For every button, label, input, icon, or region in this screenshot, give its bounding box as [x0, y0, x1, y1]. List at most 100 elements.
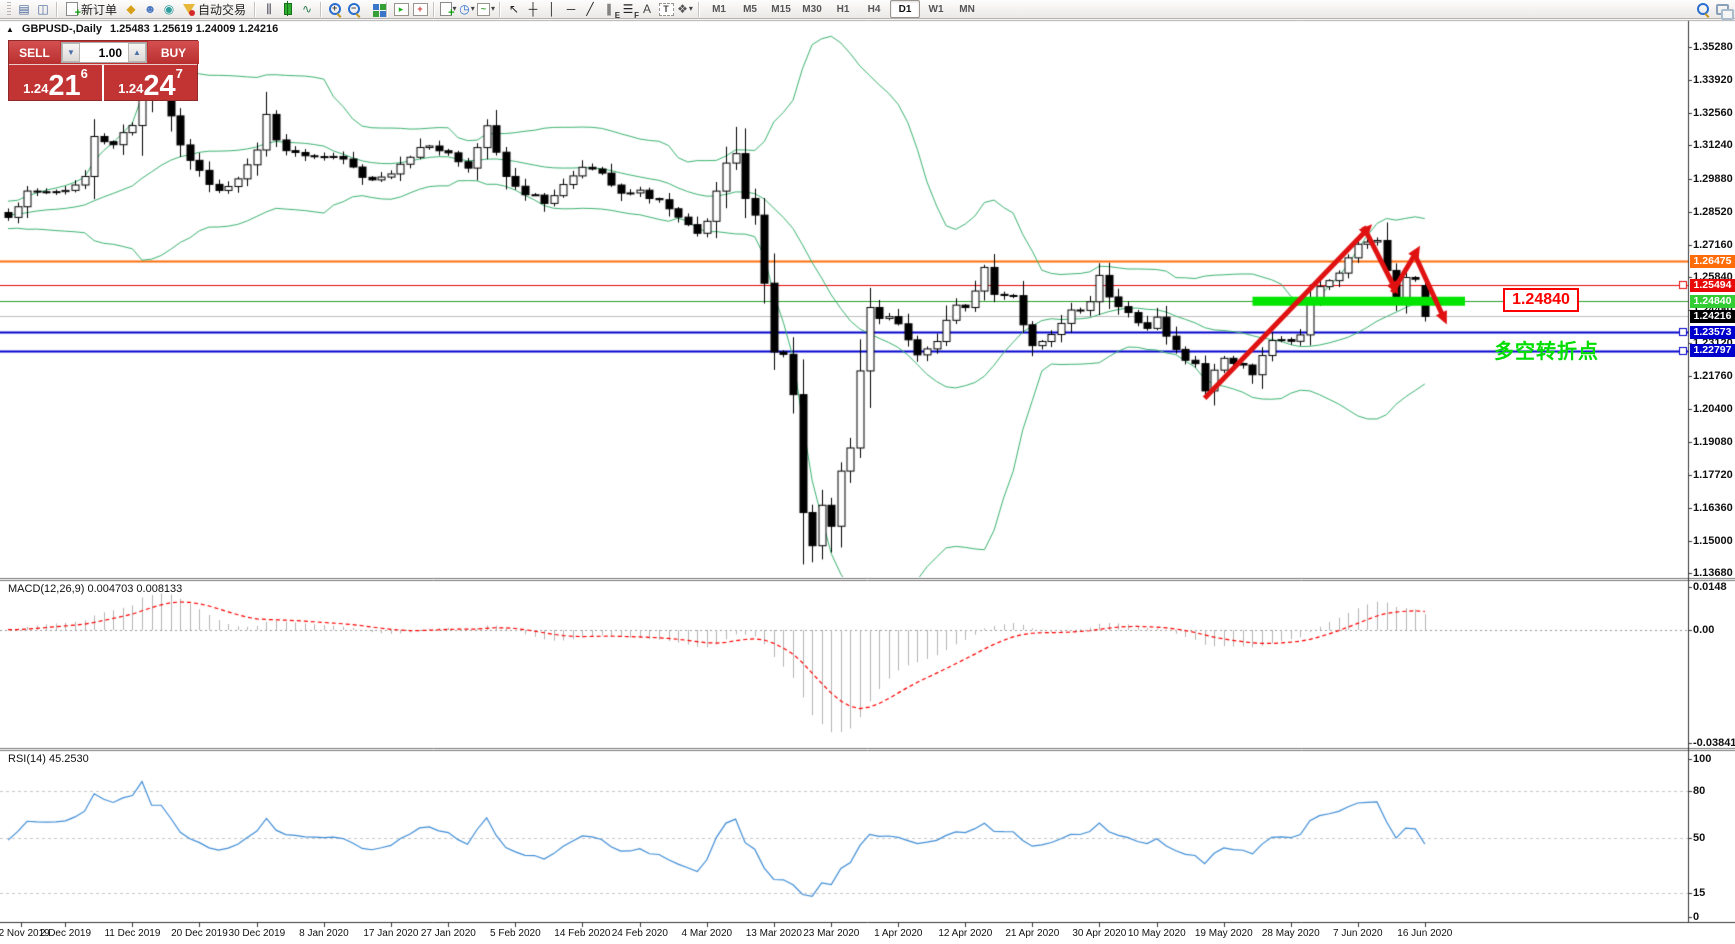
date-label: 10 May 2020 [1127, 928, 1186, 939]
trendline-icon[interactable]: ╱ [586, 2, 594, 16]
add-indicator-icon[interactable]: ▾ [439, 1, 457, 19]
market-watch-icon[interactable]: ◆ [126, 2, 136, 16]
text-icon[interactable]: A [643, 2, 652, 16]
price-badge: 1.23573 [1690, 325, 1735, 339]
accounts-icon[interactable]: ☻ [143, 2, 157, 16]
template-icon-dropdown[interactable]: ▾ [491, 4, 496, 13]
volume-increase-button[interactable]: ▲ [128, 43, 146, 62]
add-window-icon[interactable]: + [411, 1, 429, 17]
sell-price-sup: 6 [80, 66, 88, 81]
macd-tick-label: 0.00 [1693, 624, 1715, 636]
period-clock-icon[interactable]: ◷ ▾ [459, 2, 475, 16]
buy-price-quote[interactable]: 1.24 24 7 [104, 65, 197, 101]
toolbar-separator [386, 1, 389, 17]
template-icon[interactable]: ~ ▾ [477, 1, 495, 17]
date-label: 19 May 2020 [1194, 928, 1253, 939]
price-badge: 1.24216 [1690, 309, 1735, 323]
symbol-period-label: GBPUSD-,Daily [21, 23, 102, 35]
zoom-out-icon[interactable]: − [345, 1, 363, 17]
price-tick-label: 1.17720 [1693, 468, 1733, 481]
date-label: 8 Jan 2020 [299, 928, 349, 939]
date-label: 1 Apr 2020 [874, 928, 923, 939]
date-label: 11 Dec 2019 [104, 928, 161, 939]
search-icon[interactable] [1694, 1, 1712, 17]
fibonacci-icon[interactable]: ☰ F [622, 2, 640, 20]
buy-price-prefix: 1.24 [118, 81, 144, 96]
rsi-tick-label: 100 [1693, 753, 1712, 765]
equidistant-channel-icon[interactable]: ∥ E [606, 2, 621, 20]
buy-price-big: 24 [143, 70, 176, 102]
pivot-note-text[interactable]: 多空转折点 [1494, 341, 1599, 363]
horizontal-line-icon[interactable]: ─ [566, 2, 576, 16]
arrows-objects-icon[interactable]: ❖ ▾ [677, 2, 693, 16]
indicators-icon[interactable]: ▸ [392, 1, 410, 17]
new-order-button[interactable]: 新订单 [62, 1, 121, 19]
vertical-line-icon[interactable]: │ [548, 2, 556, 16]
crosshair-icon[interactable]: ┼ [528, 2, 538, 16]
timeframe-button-h4[interactable]: H4 [867, 3, 881, 15]
toolbar-grip[interactable] [7, 2, 11, 16]
rsi-label: RSI(14) 45.2530 [8, 753, 89, 765]
date-label: 30 Apr 2020 [1072, 928, 1127, 939]
volume-input[interactable] [80, 43, 128, 62]
timeframe-button-m5[interactable]: M5 [743, 3, 757, 15]
candlestick-chart-icon[interactable] [279, 1, 297, 17]
price-tick-label: 1.29880 [1693, 172, 1733, 185]
add-indicator-icon-dropdown[interactable]: ▾ [452, 4, 457, 13]
price-tick-label: 1.20400 [1693, 403, 1733, 416]
price-badge: 1.24840 [1690, 294, 1735, 308]
toolbar-separator [56, 1, 58, 17]
volume-decrease-button[interactable]: ▼ [62, 43, 80, 62]
price-tick-label: 1.21760 [1693, 370, 1733, 383]
tile-windows-icon[interactable] [364, 1, 382, 17]
date-label: 13 Mar 2020 [745, 928, 802, 939]
sell-price-quote[interactable]: 1.24 21 6 [9, 65, 104, 101]
toolbar-separator [320, 1, 323, 17]
date-label: 14 Feb 2020 [554, 928, 611, 939]
date-label: 20 Dec 2019 [171, 928, 228, 939]
period-clock-icon-dropdown[interactable]: ▾ [470, 4, 475, 13]
cursor-icon[interactable]: ↖ [509, 2, 520, 16]
date-label: 24 Feb 2020 [611, 928, 668, 939]
toolbar-separator [433, 1, 436, 17]
data-window-icon[interactable]: ◫ [37, 2, 49, 16]
timeframe-button-m30[interactable]: M30 [802, 3, 822, 15]
timeframe-button-w1[interactable]: W1 [928, 3, 944, 15]
line-chart-icon[interactable]: ∿ [302, 2, 313, 16]
price-tick-label: 1.19080 [1693, 435, 1733, 448]
collapse-trade-panel-toggle[interactable]: ▲ [6, 24, 14, 34]
auto-trading-button[interactable]: 自动交易 [179, 1, 250, 17]
price-tick-label: 1.27160 [1693, 238, 1733, 251]
timeframe-button-h1[interactable]: H1 [836, 3, 850, 15]
timeframe-button-m1[interactable]: M1 [712, 3, 726, 15]
sell-price-prefix: 1.24 [23, 81, 49, 96]
chart-list-icon[interactable]: ▤ [18, 2, 30, 16]
toolbar-separator [499, 1, 502, 17]
price-tick-label: 1.32560 [1693, 107, 1733, 120]
arrows-objects-icon-dropdown[interactable]: ▾ [688, 4, 693, 13]
buy-button[interactable]: BUY [148, 41, 199, 64]
chat-icon[interactable] [1713, 1, 1734, 20]
bar-chart-icon[interactable]: ⫼ [266, 2, 272, 16]
signals-icon[interactable]: ◉ [163, 2, 175, 16]
date-label: 17 Jan 2020 [363, 928, 419, 939]
buy-price-sup: 7 [175, 66, 183, 81]
price-tick-label: 1.31240 [1693, 139, 1733, 152]
level-price-label[interactable]: 1.24840 [1503, 288, 1579, 312]
timeframe-button-d1[interactable]: D1 [890, 0, 921, 18]
price-tick-label: 1.28520 [1693, 205, 1733, 218]
timeframe-button-mn[interactable]: MN [959, 3, 975, 15]
date-label: 27 Jan 2020 [420, 928, 476, 939]
sell-button[interactable]: SELL [9, 41, 60, 64]
zoom-in-icon[interactable]: + [326, 1, 344, 17]
price-badge: 1.26475 [1690, 254, 1735, 268]
date-label: 30 Dec 2019 [228, 928, 286, 939]
date-label: 23 Mar 2020 [803, 928, 860, 939]
price-tick-label: 1.15000 [1693, 534, 1733, 547]
timeframe-button-m15[interactable]: M15 [771, 3, 791, 15]
rsi-tick-label: 15 [1693, 887, 1706, 900]
text-label-icon[interactable]: T [657, 1, 675, 17]
